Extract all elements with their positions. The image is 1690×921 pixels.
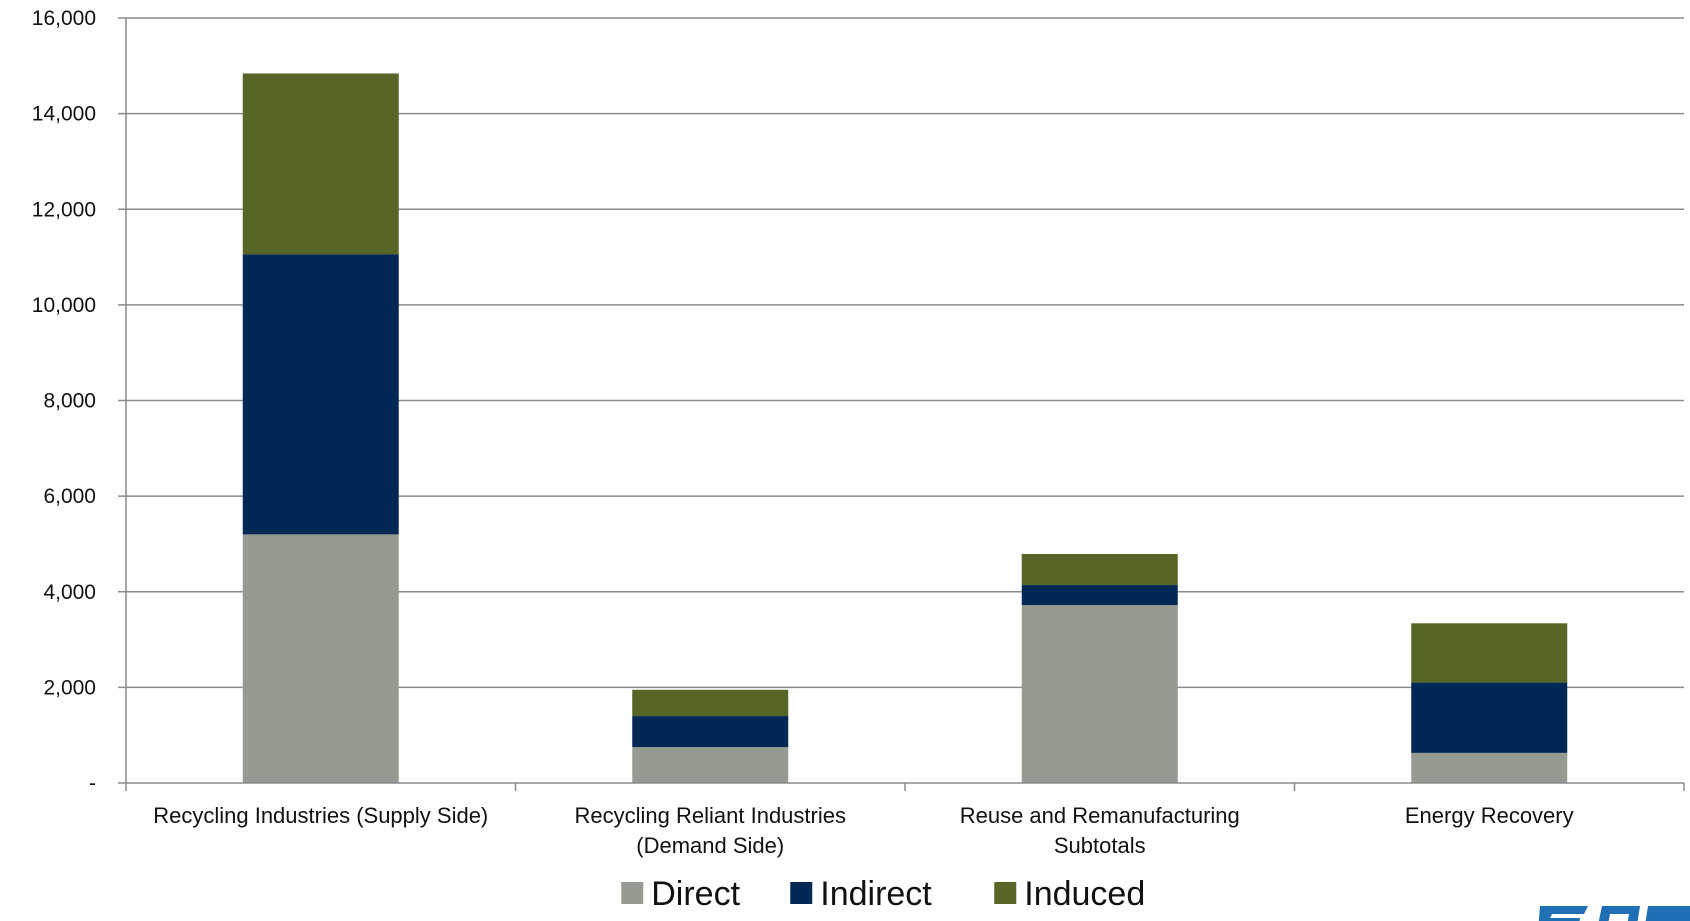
logo-mark-icon [1538, 906, 1690, 921]
bar-segment-direct [242, 534, 399, 783]
y-tick-labels: - 2,000 4,000 6,000 8,000 10,000 12,000 14,000 1… [32, 7, 96, 795]
legend-label-direct: Direct [651, 875, 740, 913]
x-category-label: Reuse and Remanufacturing [960, 803, 1240, 828]
y-tick-label: 2,000 [43, 676, 96, 699]
y-tick-label: 8,000 [43, 390, 96, 413]
legend-swatch-indirect [790, 882, 813, 904]
bar-segment-induced [1411, 623, 1568, 683]
y-tick-label: 16,000 [32, 7, 96, 30]
bar-segment-indirect [632, 716, 789, 748]
x-category-label: Recycling Reliant Industries [575, 803, 846, 828]
bars [242, 73, 1568, 783]
x-category-label: Energy Recovery [1405, 803, 1574, 828]
bar-segment-direct [1411, 752, 1568, 783]
bar-segment-induced [632, 689, 789, 717]
x-category-label: Recycling Industries (Supply Side) [153, 803, 488, 828]
legend-label-induced: Induced [1024, 875, 1145, 913]
bar-segment-direct [632, 747, 789, 783]
y-tick-label: - [89, 772, 96, 795]
bar-segment-indirect [1021, 585, 1178, 606]
legend: Direct Indirect Induced [621, 875, 1145, 913]
legend-label-indirect: Indirect [820, 875, 932, 913]
y-tick-label: 14,000 [32, 103, 96, 126]
legend-swatch-induced [994, 882, 1017, 904]
brand-logo [1530, 904, 1690, 921]
bar-segment-induced [1021, 553, 1178, 586]
bar-segment-indirect [1411, 682, 1568, 753]
y-tick-label: 6,000 [43, 485, 96, 508]
bar-segment-induced [242, 73, 399, 255]
axes [118, 17, 1685, 791]
legend-swatch-direct [621, 882, 644, 904]
x-category-labels: Recycling Industries (Supply Side) Recycl… [153, 803, 1573, 858]
bar-segment-indirect [242, 254, 399, 535]
y-tick-label: 12,000 [32, 198, 96, 221]
x-category-label: (Demand Side) [636, 833, 784, 858]
x-category-label: Subtotals [1054, 833, 1146, 858]
y-tick-label: 10,000 [32, 294, 96, 317]
y-tick-label: 4,000 [43, 581, 96, 604]
bar-segment-direct [1021, 605, 1178, 783]
